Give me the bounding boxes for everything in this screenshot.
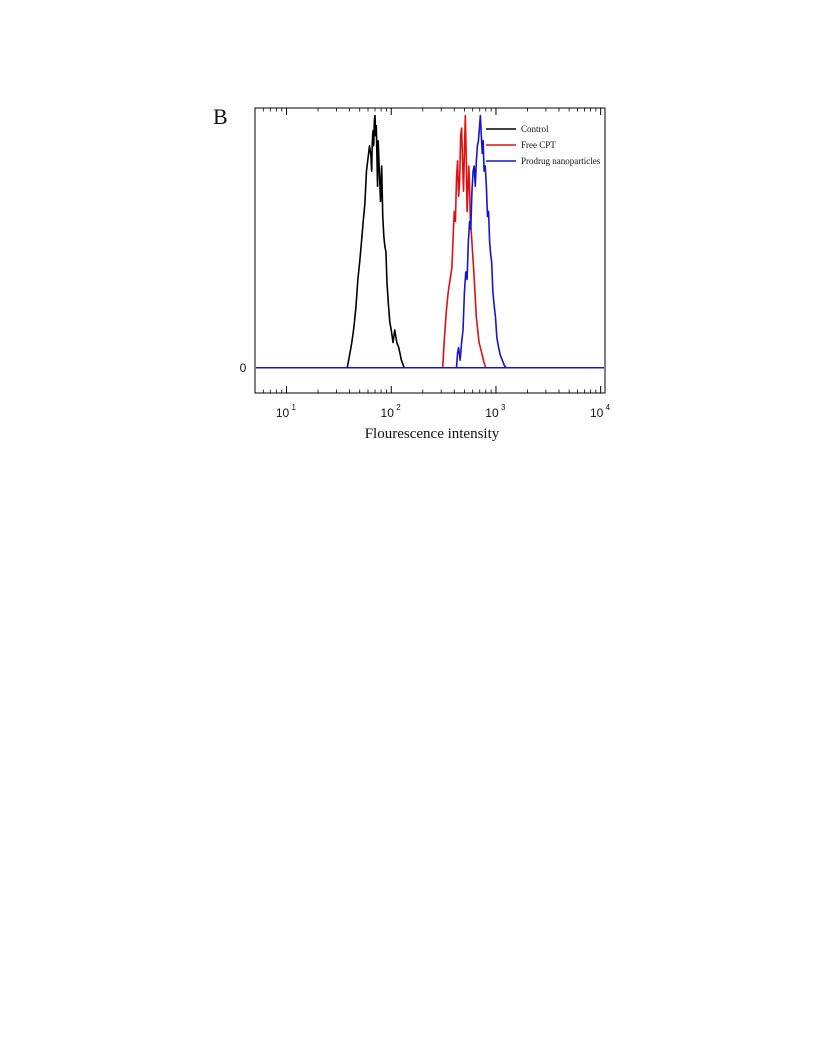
x-tick-exponent: 1	[292, 403, 297, 412]
legend-label: Free CPT	[521, 140, 556, 150]
plot-area: Control Free CPT Prodrug nanoparticles	[254, 107, 606, 394]
x-tick-label: 10	[590, 406, 604, 420]
x-axis-title: Flourescence intensity	[365, 426, 500, 442]
series-line	[346, 114, 405, 369]
y-tick-label: 0	[240, 361, 247, 375]
series-line	[455, 114, 507, 369]
legend-label: Control	[521, 124, 549, 134]
x-tick-exponent: 3	[501, 403, 506, 412]
plot-frame	[254, 107, 606, 394]
x-tick-exponent: 2	[396, 403, 401, 412]
series-line	[441, 114, 487, 369]
legend-label: Prodrug nanoparticles	[521, 156, 601, 166]
x-tick-label: 10	[381, 406, 395, 420]
panel-label: B	[213, 104, 228, 129]
legend: Control Free CPT Prodrug nanoparticles	[486, 124, 601, 166]
x-tick-label: 10	[276, 406, 290, 420]
x-tick-exponent: 4	[606, 403, 611, 412]
x-tick-label: 10	[485, 406, 499, 420]
